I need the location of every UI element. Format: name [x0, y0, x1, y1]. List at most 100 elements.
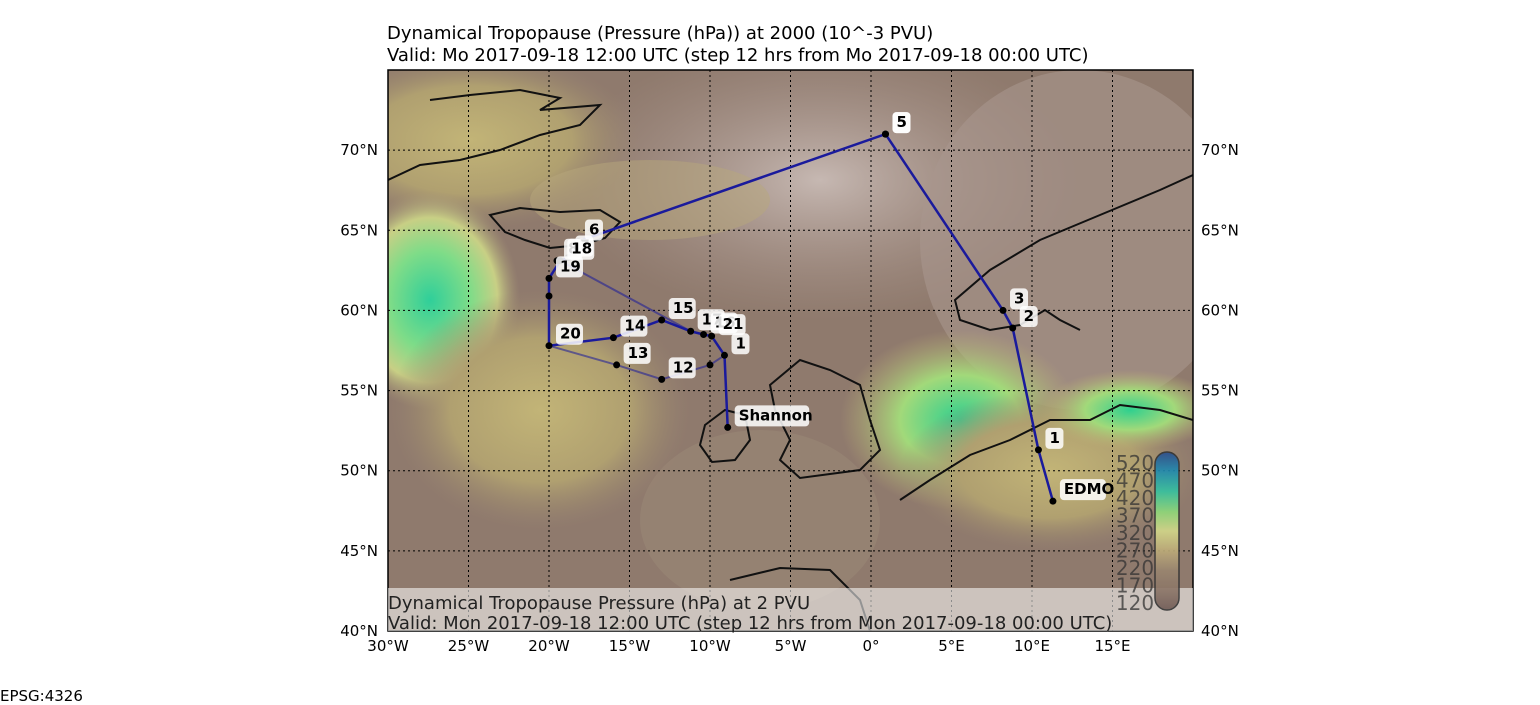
crs-label: EPSG:4326	[0, 687, 83, 705]
svg-text:19: 19	[560, 257, 581, 275]
lat-tick-label-left: 65°N	[340, 221, 378, 239]
ireland-coast	[698, 408, 752, 464]
waypoint-label[interactable]: 1	[1045, 427, 1064, 449]
waypoints[interactable]: EDMO1235567818192013121Shannon1415171621	[545, 112, 1115, 505]
lat-tick-label-left: 55°N	[340, 382, 378, 400]
lat-tick-label-left: 40°N	[340, 622, 378, 640]
lon-tick-label: 25°W	[448, 637, 490, 655]
waypoint-label[interactable]: EDMO	[1059, 479, 1114, 501]
waypoint-label[interactable]: Shannon	[734, 405, 813, 427]
lat-tick-label-right: 70°N	[1201, 141, 1239, 159]
svg-text:1: 1	[735, 334, 745, 352]
svg-text:2: 2	[1024, 307, 1034, 325]
waypoint-marker[interactable]	[1009, 324, 1017, 332]
iceland-coast	[488, 206, 622, 250]
svg-text:13: 13	[628, 344, 649, 362]
waypoint-marker[interactable]	[658, 316, 666, 324]
lat-tick-label-left: 60°N	[340, 301, 378, 319]
route-segment[interactable]	[548, 344, 617, 366]
waypoint-label[interactable]: 3	[1010, 288, 1029, 310]
coastlines	[388, 88, 1193, 631]
map-title: Dynamical Tropopause (Pressure (hPa)) at…	[387, 23, 934, 44]
waypoint-marker[interactable]	[708, 332, 716, 340]
svg-text:14: 14	[624, 317, 645, 335]
lon-tick-label: 5°W	[775, 637, 807, 655]
waypoint-marker[interactable]	[609, 334, 617, 342]
colorbar-label: 470	[1116, 469, 1154, 493]
lat-tick-label-right: 65°N	[1201, 221, 1239, 239]
lat-tick-label-left: 45°N	[340, 542, 378, 560]
lat-tick-label-left: 70°N	[340, 141, 378, 159]
inner-legend-line2: Valid: Mon 2017-09-18 12:00 UTC (step 12…	[388, 613, 1112, 634]
waypoint-marker[interactable]	[1049, 497, 1057, 505]
waypoint-marker[interactable]	[1034, 446, 1042, 454]
colorbar-label: 170	[1116, 574, 1154, 598]
colorbar-label: 520	[1116, 451, 1154, 475]
colorbar-label: 420	[1116, 486, 1154, 510]
svg-text:Shannon: Shannon	[739, 406, 813, 424]
svg-text:18: 18	[571, 240, 592, 258]
waypoint-label[interactable]: 1	[731, 333, 750, 355]
waypoint-label[interactable]: 13	[623, 342, 651, 364]
route-segment[interactable]	[616, 363, 663, 381]
waypoint-label[interactable]: 15	[668, 298, 696, 320]
waypoint-label[interactable]: 18	[567, 238, 595, 260]
colorbar-label: 220	[1116, 556, 1154, 580]
svg-text:EDMO: EDMO	[1064, 480, 1114, 498]
waypoint-label[interactable]: 14	[620, 315, 648, 337]
svg-text:21: 21	[723, 315, 744, 333]
lat-tick-label-right: 50°N	[1201, 462, 1239, 480]
waypoint-marker[interactable]	[700, 330, 708, 338]
continent-coast	[899, 403, 1193, 501]
lon-tick-label: 15°E	[1094, 637, 1130, 655]
graticule	[388, 70, 1193, 631]
waypoint-label[interactable]: 2	[1019, 306, 1038, 328]
waypoint-marker[interactable]	[658, 375, 666, 383]
svg-text:3: 3	[1014, 289, 1024, 307]
lat-tick-label-right: 40°N	[1201, 622, 1239, 640]
colorbar-label: 120	[1116, 591, 1154, 615]
greenland-coast	[388, 88, 603, 181]
waypoint-marker[interactable]	[613, 361, 621, 369]
waypoint-label[interactable]: 19	[556, 256, 583, 278]
waypoint-marker[interactable]	[545, 274, 553, 282]
waypoint-marker[interactable]	[545, 292, 553, 300]
lat-tick-label-right: 55°N	[1201, 382, 1239, 400]
lat-tick-label-right: 60°N	[1201, 301, 1239, 319]
waypoint-marker[interactable]	[724, 423, 732, 431]
colorbar-label: 270	[1116, 539, 1154, 563]
lon-tick-label: 30°W	[367, 637, 409, 655]
waypoint-marker[interactable]	[687, 327, 695, 335]
waypoint-marker[interactable]	[545, 342, 553, 350]
lon-tick-label: 15°W	[609, 637, 651, 655]
colorbar-label: 320	[1116, 521, 1154, 545]
lon-tick-label: 5°E	[938, 637, 965, 655]
waypoint-marker[interactable]	[999, 306, 1007, 314]
waypoint-marker[interactable]	[706, 361, 714, 369]
lon-tick-label: 10°W	[689, 637, 731, 655]
waypoint-label[interactable]: 21	[718, 314, 746, 336]
inner-legend: Dynamical Tropopause Pressure (hPa) at 2…	[388, 588, 1193, 634]
svg-text:15: 15	[673, 299, 694, 317]
waypoint-label[interactable]: 5	[892, 112, 911, 134]
lat-tick-label-right: 45°N	[1201, 542, 1239, 560]
tropopause-pressure-field	[388, 70, 1193, 631]
britain-coast	[768, 358, 882, 480]
svg-text:6: 6	[589, 221, 599, 239]
waypoint-label[interactable]: 6	[584, 219, 603, 241]
waypoint-label[interactable]: 20	[556, 323, 583, 345]
lon-tick-label: 0°	[862, 637, 879, 655]
inner-legend-line1: Dynamical Tropopause Pressure (hPa) at 2…	[388, 593, 810, 614]
svg-text:1: 1	[1049, 429, 1059, 447]
svg-text:5: 5	[896, 113, 906, 131]
lat-tick-label-left: 50°N	[340, 462, 378, 480]
axis-ticks: 30°W 25°W 20°W 15°W 10°W 5°W 0° 5°E 10°E 15°E 40°N…	[340, 141, 1239, 655]
waypoint-marker[interactable]	[881, 130, 889, 138]
lon-tick-label: 10°E	[1014, 637, 1050, 655]
scandinavia-coast	[953, 174, 1193, 332]
waypoint-marker[interactable]	[720, 351, 728, 359]
waypoint-label[interactable]: 12	[668, 357, 696, 379]
map-subtitle: Valid: Mo 2017-09-18 12:00 UTC (step 12 …	[387, 45, 1089, 66]
